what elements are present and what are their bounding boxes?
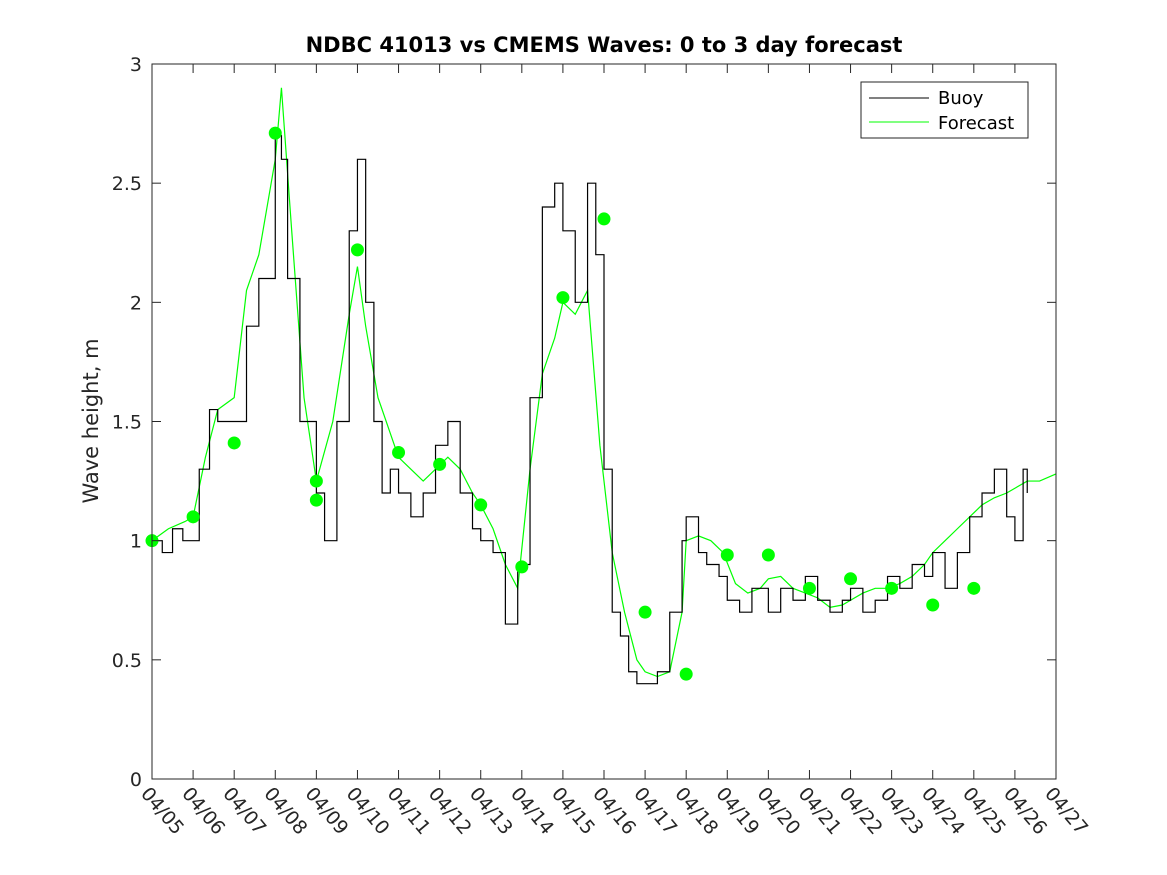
- legend-forecast-label: Forecast: [938, 113, 1014, 134]
- plot-area: 00.511.522.5304/0504/0604/0704/0804/0904…: [112, 54, 1092, 839]
- x-tick-label: 04/20: [753, 783, 805, 839]
- x-tick-label: 04/17: [629, 783, 681, 839]
- forecast-marker: [844, 572, 858, 586]
- forecast-marker: [268, 126, 282, 140]
- x-tick-label: 04/09: [301, 783, 353, 839]
- forecast-marker: [309, 493, 323, 507]
- forecast-marker: [433, 457, 447, 471]
- forecast-marker: [556, 291, 570, 305]
- forecast-marker: [597, 212, 611, 226]
- y-tick-label: 3: [130, 54, 142, 76]
- forecast-marker: [926, 598, 940, 612]
- y-tick-label: 2.5: [112, 173, 142, 195]
- y-tick-label: 1: [130, 531, 142, 553]
- x-tick-label: 04/24: [917, 783, 969, 839]
- x-tick-label: 04/08: [259, 783, 311, 839]
- x-tick-label: 04/07: [218, 783, 270, 839]
- forecast-marker: [761, 548, 775, 562]
- forecast-marker: [885, 581, 899, 595]
- x-tick-label: 04/21: [794, 783, 846, 839]
- forecast-marker: [720, 548, 734, 562]
- forecast-marker: [227, 436, 241, 450]
- x-tick-label: 04/06: [177, 783, 229, 839]
- x-tick-label: 04/14: [506, 783, 558, 839]
- forecast-marker: [309, 474, 323, 488]
- forecast-marker: [967, 581, 981, 595]
- x-tick-label: 04/13: [465, 783, 517, 839]
- forecast-marker: [515, 560, 529, 574]
- x-tick-label: 04/22: [835, 783, 887, 839]
- x-tick-label: 04/27: [1040, 783, 1092, 839]
- legend-box: [860, 81, 1029, 139]
- x-tick-label: 04/23: [876, 783, 928, 839]
- legend-buoy-label: Buoy: [938, 88, 984, 109]
- forecast-marker: [679, 667, 693, 681]
- x-tick-label: 04/25: [958, 783, 1010, 839]
- legend: Buoy Forecast: [860, 81, 1029, 139]
- x-tick-label: 04/05: [136, 783, 188, 839]
- y-tick-label: 0.5: [112, 650, 142, 672]
- forecast-marker: [638, 605, 652, 619]
- x-tick-label: 04/12: [424, 783, 476, 839]
- chart-title: NDBC 41013 vs CMEMS Waves: 0 to 3 day fo…: [306, 33, 903, 57]
- forecast-marker: [802, 581, 816, 595]
- x-tick-label: 04/18: [670, 783, 722, 839]
- x-tick-label: 04/11: [383, 783, 435, 839]
- forecast-marker: [392, 445, 406, 459]
- x-tick-label: 04/10: [342, 783, 394, 839]
- x-tick-label: 04/16: [588, 783, 640, 839]
- x-tick-label: 04/19: [711, 783, 763, 839]
- y-axis-label: Wave height, m: [79, 338, 103, 503]
- x-tick-label: 04/15: [547, 783, 599, 839]
- y-tick-label: 2: [130, 292, 142, 314]
- y-tick-label: 0: [130, 769, 142, 791]
- x-tick-label: 04/26: [999, 783, 1051, 839]
- forecast-marker: [474, 498, 488, 512]
- forecast-marker: [186, 510, 200, 524]
- y-tick-label: 1.5: [112, 412, 142, 434]
- forecast-marker: [350, 243, 364, 257]
